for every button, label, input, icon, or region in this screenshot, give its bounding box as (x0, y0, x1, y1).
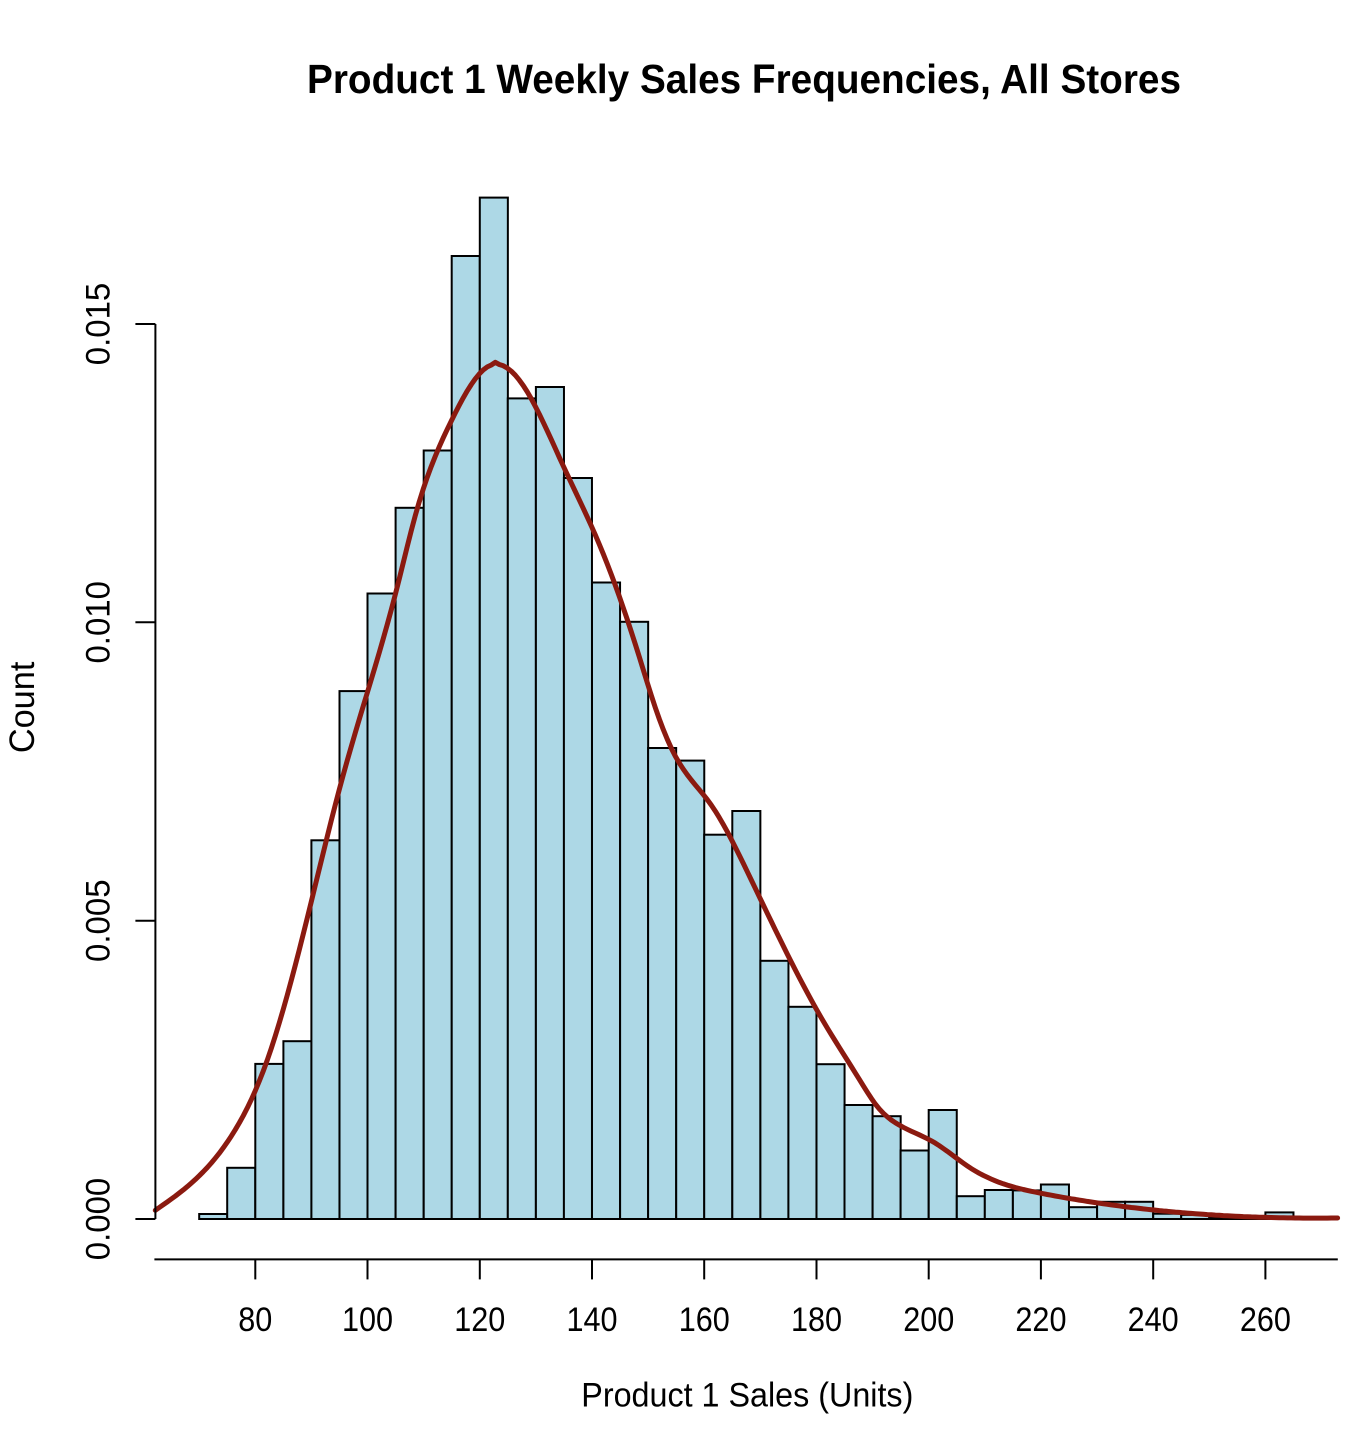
svg-text:180: 180 (791, 1301, 842, 1339)
svg-text:120: 120 (454, 1301, 505, 1339)
svg-text:0.015: 0.015 (80, 283, 118, 366)
svg-text:220: 220 (1015, 1301, 1066, 1339)
svg-text:Product 1 Sales (Units): Product 1 Sales (Units) (581, 1377, 913, 1415)
svg-text:160: 160 (679, 1301, 730, 1339)
svg-text:80: 80 (238, 1301, 272, 1339)
svg-text:100: 100 (342, 1301, 393, 1339)
svg-text:Count: Count (3, 661, 41, 753)
svg-text:Product 1 Weekly Sales Frequen: Product 1 Weekly Sales Frequencies, All … (307, 57, 1181, 102)
svg-text:0.005: 0.005 (80, 879, 118, 962)
svg-text:140: 140 (566, 1301, 617, 1339)
svg-text:0.000: 0.000 (80, 1178, 118, 1261)
svg-text:200: 200 (903, 1301, 954, 1339)
svg-text:240: 240 (1128, 1301, 1179, 1339)
svg-text:260: 260 (1240, 1301, 1291, 1339)
svg-text:0.010: 0.010 (80, 581, 118, 664)
